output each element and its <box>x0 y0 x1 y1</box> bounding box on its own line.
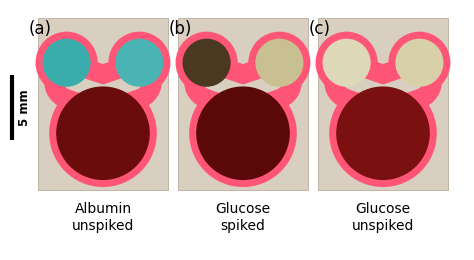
Circle shape <box>182 39 231 87</box>
Text: Albumin
unspiked: Albumin unspiked <box>72 202 134 233</box>
Circle shape <box>255 39 303 87</box>
Circle shape <box>175 32 237 94</box>
Circle shape <box>316 32 378 94</box>
Text: Glucose
unspiked: Glucose unspiked <box>352 202 414 233</box>
Circle shape <box>362 77 404 119</box>
Circle shape <box>43 39 91 87</box>
Circle shape <box>56 86 150 180</box>
Bar <box>178 18 308 190</box>
Text: (b): (b) <box>169 20 192 38</box>
Circle shape <box>115 39 164 87</box>
Circle shape <box>189 80 297 187</box>
Circle shape <box>196 86 290 180</box>
Circle shape <box>200 90 286 176</box>
Circle shape <box>336 86 430 180</box>
Circle shape <box>248 32 310 94</box>
Text: Glucose
spiked: Glucose spiked <box>216 202 271 233</box>
Circle shape <box>329 80 437 187</box>
Circle shape <box>109 32 171 94</box>
Circle shape <box>340 90 426 176</box>
Bar <box>38 18 168 190</box>
Circle shape <box>36 32 98 94</box>
Circle shape <box>82 77 124 119</box>
Circle shape <box>222 77 264 119</box>
Circle shape <box>395 39 444 87</box>
Circle shape <box>322 39 371 87</box>
Text: 5 mm: 5 mm <box>18 89 31 126</box>
Bar <box>318 18 448 190</box>
Circle shape <box>49 80 157 187</box>
Text: (c): (c) <box>309 20 331 38</box>
Circle shape <box>60 90 146 176</box>
Text: (a): (a) <box>29 20 52 38</box>
Circle shape <box>388 32 450 94</box>
